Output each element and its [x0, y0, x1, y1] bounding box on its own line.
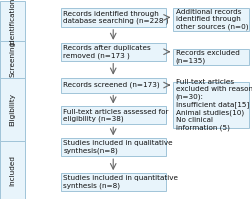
- FancyBboxPatch shape: [60, 173, 165, 191]
- FancyBboxPatch shape: [60, 43, 165, 61]
- FancyBboxPatch shape: [60, 78, 165, 93]
- FancyBboxPatch shape: [60, 138, 165, 156]
- Text: Full-text articles assessed for
eligibility (n=38): Full-text articles assessed for eligibil…: [63, 108, 168, 122]
- FancyBboxPatch shape: [173, 8, 248, 31]
- FancyBboxPatch shape: [60, 8, 165, 27]
- FancyBboxPatch shape: [173, 49, 248, 65]
- FancyBboxPatch shape: [0, 41, 25, 78]
- Text: Additional records
identified through
other sources (n=0): Additional records identified through ot…: [175, 9, 247, 30]
- Text: Full-text articles
excluded with reasons
(n=30):
Insufficient data[15]
Animal st: Full-text articles excluded with reasons…: [175, 79, 252, 131]
- Text: Studies included in quantitative
synthesis (n=8): Studies included in quantitative synthes…: [63, 175, 178, 189]
- Text: Records excluded
(n=135): Records excluded (n=135): [175, 50, 239, 64]
- Text: Records after duplicates
removed (n=173 ): Records after duplicates removed (n=173 …: [63, 45, 150, 59]
- Text: Screening: Screening: [10, 41, 16, 77]
- Text: Records screened (n=173): Records screened (n=173): [63, 82, 159, 88]
- Text: Included: Included: [10, 155, 16, 186]
- Text: Records identified through
database searching (n=228 ): Records identified through database sear…: [63, 11, 168, 24]
- Text: Identification: Identification: [10, 0, 16, 45]
- FancyBboxPatch shape: [0, 141, 25, 199]
- FancyBboxPatch shape: [60, 106, 165, 124]
- FancyBboxPatch shape: [0, 78, 25, 141]
- FancyBboxPatch shape: [173, 82, 248, 128]
- Text: Studies included in qualitative
synthesis(n=8): Studies included in qualitative synthesi…: [63, 140, 172, 154]
- FancyBboxPatch shape: [0, 1, 25, 41]
- Text: Eligibility: Eligibility: [10, 93, 16, 126]
